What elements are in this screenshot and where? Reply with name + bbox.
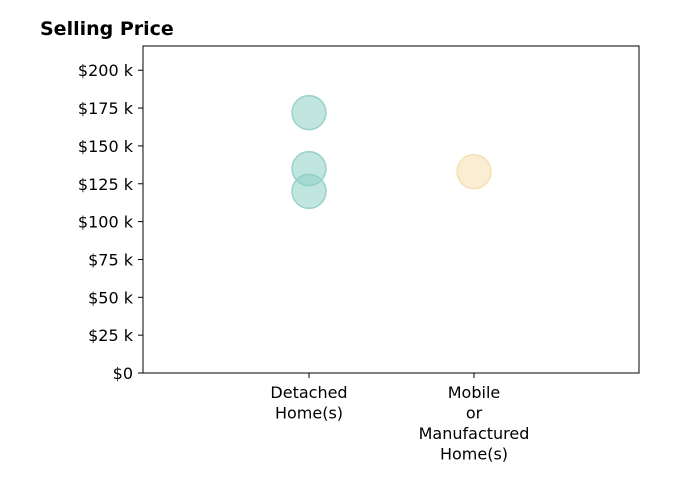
plot-frame <box>142 45 640 374</box>
x-tick-label: Detached Home(s) <box>270 383 347 423</box>
y-tick-label: $25 k <box>88 326 134 345</box>
x-tick-label-line: or <box>466 404 483 423</box>
y-tick-label: $200 k <box>78 61 134 80</box>
x-axis: Detached Home(s) Mobile or Manufactured Home(… <box>270 373 529 464</box>
y-tick-label: $75 k <box>88 250 134 269</box>
x-tick-label: Mobile or Manufactured Home(s) <box>419 383 530 464</box>
y-tick-label: $125 k <box>78 175 134 194</box>
x-tick-label-line: Mobile <box>448 383 500 402</box>
y-tick-label: $0 <box>113 364 133 383</box>
x-tick-label-line: Detached <box>270 383 347 402</box>
data-point <box>456 153 492 190</box>
y-tick-label: $50 k <box>88 288 134 307</box>
data-point <box>291 173 327 210</box>
points-layer <box>291 94 492 210</box>
y-axis: $0 $25 k $50 k $75 k $100 k $125 k $150 k $175 … <box>78 61 143 383</box>
chart-title: Selling Price <box>40 18 174 40</box>
x-tick-label-line: Home(s) <box>440 445 508 464</box>
y-tick-label: $150 k <box>78 137 134 156</box>
y-tick-label: $100 k <box>78 213 134 232</box>
x-tick-label-line: Home(s) <box>275 404 343 423</box>
y-tick-label: $175 k <box>78 99 134 118</box>
x-tick-label-line: Manufactured <box>419 424 530 443</box>
data-point <box>291 94 327 131</box>
